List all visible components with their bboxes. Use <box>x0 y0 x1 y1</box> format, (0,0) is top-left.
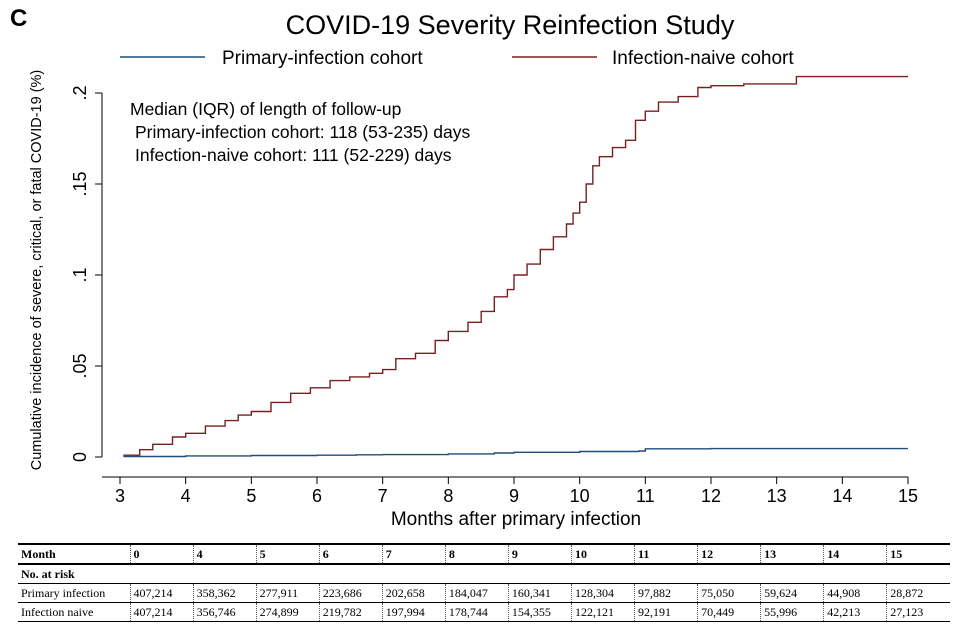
table-cell: 202,658 <box>381 583 446 603</box>
risk-table: Month 0 4 5 6 7 8 9 10 11 12 13 14 15 No. at risk Prima… <box>18 543 950 622</box>
table-header-row: Month 0 4 5 6 7 8 9 10 11 12 13 14 15 <box>18 543 950 565</box>
table-month-header: 13 <box>760 543 824 565</box>
table-cell: 75,050 <box>697 583 761 603</box>
legend-label-naive: Infection-naive cohort <box>612 48 794 69</box>
table-subheader: No. at risk <box>18 564 950 584</box>
table-cell: 219,782 <box>318 602 383 622</box>
annotation-primary: Primary-infection cohort: 118 (53-235) d… <box>135 122 470 142</box>
table-cell: 92,191 <box>633 602 698 622</box>
table-cell: 356,746 <box>192 602 257 622</box>
table-cell: 223,686 <box>318 583 383 603</box>
x-tick-label: 7 <box>378 486 388 506</box>
x-tick-label: 15 <box>898 486 918 506</box>
y-tick-label: .05 <box>70 353 90 378</box>
table-row: Primary infection 407,214 358,362 277,911 22… <box>18 583 950 603</box>
table-row: Infection naive 407,214 356,746 274,899 219,… <box>18 602 950 622</box>
series-line-primary-infection <box>123 447 908 458</box>
table-month-header: 10 <box>570 543 635 565</box>
y-tick-label: 0 <box>70 452 90 462</box>
x-tick-label: 3 <box>115 486 125 506</box>
x-tick-label: 5 <box>246 486 256 506</box>
legend-label-primary: Primary-infection cohort <box>222 48 423 69</box>
x-tick-label: 4 <box>181 486 191 506</box>
table-month-header: 5 <box>255 543 320 565</box>
legend: Primary-infection cohort Infection-naive… <box>120 48 794 69</box>
annotation-naive: Infection-naive cohort: 111 (52-229) day… <box>135 145 452 165</box>
table-cell: 122,121 <box>570 602 635 622</box>
table-cell: 407,214 <box>129 602 194 622</box>
table-cell: 160,341 <box>507 583 572 603</box>
table-cell: 274,899 <box>255 602 320 622</box>
table-cell: 154,355 <box>507 602 572 622</box>
table-row-label: Primary infection <box>18 583 130 603</box>
table-month-header: 14 <box>823 543 887 565</box>
table-cell: 97,882 <box>633 583 698 603</box>
chart-title: COVID-19 Severity Reinfection Study <box>286 10 735 40</box>
chart-svg: C COVID-19 Severity Reinfection Study Pr… <box>10 5 918 530</box>
table-month-header: 8 <box>444 543 509 565</box>
x-tick-label: 14 <box>832 486 852 506</box>
table-header-label: Month <box>18 543 130 565</box>
x-tick-label: 13 <box>767 486 787 506</box>
x-tick-label: 9 <box>509 486 519 506</box>
y-tick-label: .1 <box>70 267 90 282</box>
table-month-header: 12 <box>697 543 761 565</box>
table-month-header: 11 <box>633 543 698 565</box>
x-tick-label: 12 <box>701 486 721 506</box>
table-cell: 44,908 <box>823 583 887 603</box>
plot-axes: 3 4 5 6 7 8 9 10 11 12 13 14 15 0 .05 .1 .15 .2 <box>70 85 918 506</box>
x-tick-label: 11 <box>636 486 655 506</box>
x-tick-label: 10 <box>570 486 590 506</box>
y-tick-label: .2 <box>70 85 90 100</box>
plot-lines <box>123 75 908 458</box>
table-month-header: 6 <box>318 543 383 565</box>
table-cell: 27,123 <box>886 602 950 622</box>
table-month-header: 7 <box>381 543 446 565</box>
table-cell: 55,996 <box>760 602 824 622</box>
table-row-label: Infection naive <box>18 602 130 622</box>
x-tick-label: 8 <box>443 486 453 506</box>
table-cell: 277,911 <box>255 583 320 603</box>
table-cell: 128,304 <box>570 583 635 603</box>
annotation-heading: Median (IQR) of length of follow-up <box>130 99 401 119</box>
table-cell: 407,214 <box>129 583 194 603</box>
table-month-header: 0 <box>129 543 194 565</box>
table-cell: 197,994 <box>381 602 446 622</box>
table-cell: 42,213 <box>823 602 887 622</box>
table-month-header: 4 <box>192 543 257 565</box>
annotation-box: Median (IQR) of length of follow-up Prim… <box>130 99 470 165</box>
x-axis-title: Months after primary infection <box>391 509 641 530</box>
x-tick-label: 6 <box>312 486 322 506</box>
table-cell: 178,744 <box>444 602 509 622</box>
table-cell: 59,624 <box>760 583 824 603</box>
table-cell: 70,449 <box>697 602 761 622</box>
panel-letter: C <box>10 5 27 32</box>
table-cell: 184,047 <box>444 583 509 603</box>
table-month-header: 15 <box>886 543 950 565</box>
y-axis-title: Cumulative incidence of severe, critical… <box>29 70 45 471</box>
series-line-infection-naive <box>123 75 908 456</box>
table-month-header: 9 <box>507 543 572 565</box>
table-cell: 28,872 <box>886 583 950 603</box>
table-subheader-row: No. at risk <box>18 564 950 584</box>
y-tick-label: .15 <box>70 171 90 196</box>
table-cell: 358,362 <box>192 583 257 603</box>
